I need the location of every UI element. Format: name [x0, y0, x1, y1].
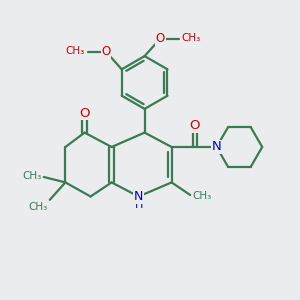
Text: H: H [135, 200, 143, 210]
Text: O: O [79, 106, 90, 120]
Text: N: N [134, 190, 143, 203]
Text: N: N [212, 140, 221, 154]
Text: CH₃: CH₃ [22, 171, 41, 182]
Text: O: O [156, 32, 165, 45]
Text: O: O [190, 119, 200, 132]
Text: O: O [101, 45, 111, 58]
Text: CH₃: CH₃ [65, 46, 85, 56]
Text: CH₃: CH₃ [29, 202, 48, 212]
Text: CH₃: CH₃ [193, 191, 212, 201]
Text: CH₃: CH₃ [182, 33, 201, 43]
